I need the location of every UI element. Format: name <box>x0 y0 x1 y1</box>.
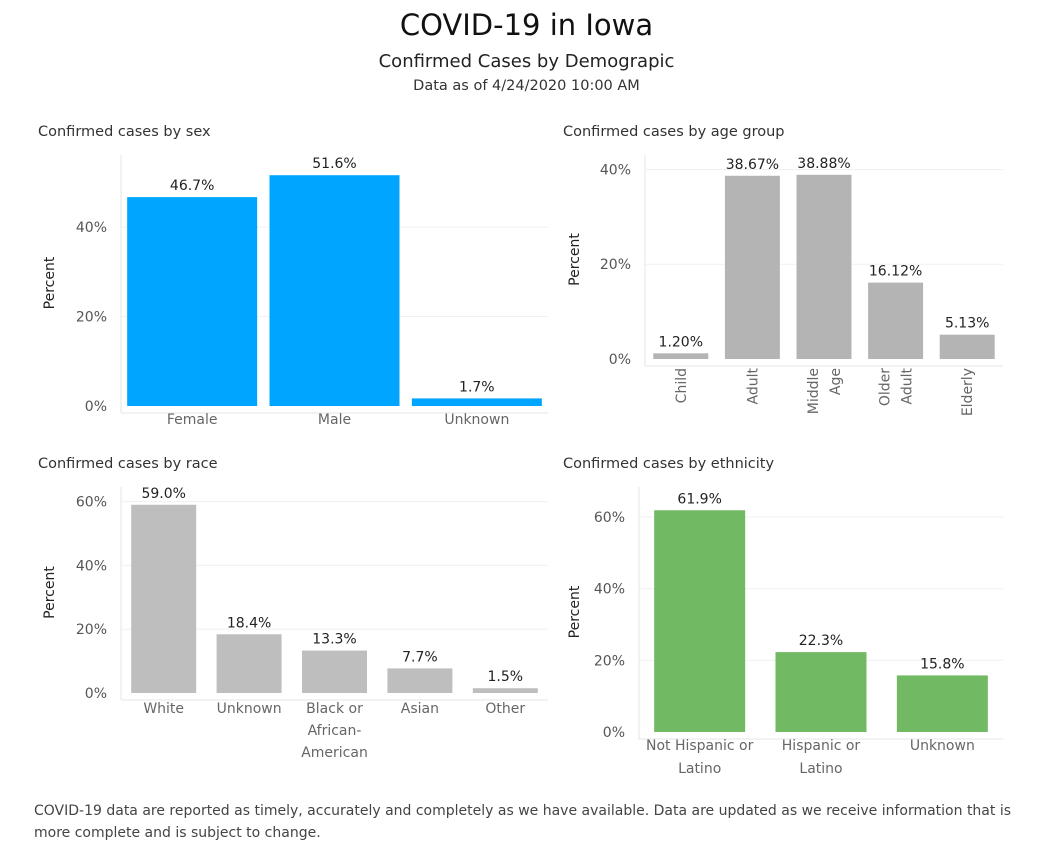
data-label: 7.7% <box>402 649 438 665</box>
chart-title-sex: Confirmed cases by sex <box>38 124 211 140</box>
y-tick-label: 40% <box>594 582 625 598</box>
x-tick-label: Unknown <box>217 701 282 717</box>
bar <box>302 650 367 693</box>
bar <box>472 688 538 693</box>
y-tick-label: 60% <box>594 510 625 526</box>
x-tick-label: Older <box>878 368 894 406</box>
x-tick-label: Adult <box>900 368 916 405</box>
data-label: 5.13% <box>945 316 989 332</box>
bar <box>775 652 867 732</box>
y-tick-label: 60% <box>76 495 107 511</box>
x-tick-label: White <box>143 701 184 717</box>
x-tick-label: American <box>301 745 368 761</box>
bar <box>939 334 995 359</box>
data-label: 22.3% <box>799 633 843 649</box>
bar <box>127 197 258 406</box>
x-tick-label: Latino <box>678 761 721 777</box>
bar <box>724 175 780 359</box>
footnote: COVID-19 data are reported as timely, ac… <box>34 803 1012 841</box>
chart-ethnicity: 0% 20% 40% 60% Percent 61.9% Not Hispanic or La… <box>567 487 1003 777</box>
y-axis-title: Percent <box>567 233 583 286</box>
x-tick-label: Adult <box>745 368 761 405</box>
bar <box>796 174 852 359</box>
y-axis-title: Percent <box>567 585 583 638</box>
bar <box>896 675 988 732</box>
y-axis-title: Percent <box>42 256 58 309</box>
y-axis-title: Percent <box>42 566 58 619</box>
bar <box>653 353 709 359</box>
bar <box>654 510 746 732</box>
x-tick-label: African- <box>308 723 362 739</box>
data-label: 13.3% <box>312 632 356 648</box>
data-label: 15.8% <box>920 656 964 672</box>
data-label: 59.0% <box>141 486 185 502</box>
data-label: 46.7% <box>170 178 214 194</box>
bar <box>131 504 197 693</box>
x-tick-label: Middle <box>806 368 822 414</box>
data-label: 1.7% <box>459 379 495 395</box>
chart-title-age: Confirmed cases by age group <box>563 124 785 140</box>
x-tick-label: Other <box>485 701 525 717</box>
bar <box>269 175 400 406</box>
data-label: 16.12% <box>869 264 922 280</box>
bar <box>411 398 542 406</box>
y-tick-label: 40% <box>76 220 107 236</box>
x-tick-label: Black or <box>306 701 363 717</box>
chart-title-race: Confirmed cases by race <box>38 456 218 472</box>
bar <box>216 634 282 693</box>
x-tick-label: Child <box>674 368 690 403</box>
x-tick-label: Female <box>167 412 218 428</box>
y-tick-label: 20% <box>76 622 107 638</box>
chart-age: 0% 20% 40% Percent 1.20% Child 38.67% Adult 38.8… <box>567 155 1003 416</box>
data-label: 1.5% <box>488 669 524 685</box>
bar <box>868 282 924 359</box>
x-tick-label: Latino <box>799 761 842 777</box>
chart-title-ethnicity: Confirmed cases by ethnicity <box>563 456 775 472</box>
data-as-of: Data as of 4/24/2020 10:00 AM <box>413 78 640 94</box>
bar <box>387 668 453 693</box>
chart-race: 0% 20% 40% 60% Percent 59.0% White 18.4% Unknown… <box>42 486 548 761</box>
y-tick-label: 20% <box>594 653 625 669</box>
data-label: 38.88% <box>797 156 850 172</box>
x-tick-label: Age <box>828 368 844 395</box>
data-label: 61.9% <box>677 491 721 507</box>
data-label: 1.20% <box>659 334 703 350</box>
x-tick-label: Male <box>318 412 351 428</box>
page-title: COVID-19 in Iowa <box>399 8 654 42</box>
data-label: 38.67% <box>726 157 779 173</box>
y-tick-label: 0% <box>603 725 625 741</box>
y-tick-label: 20% <box>76 310 107 326</box>
x-tick-label: Unknown <box>444 412 509 428</box>
page-subtitle: Confirmed Cases by Demograpic <box>378 51 675 72</box>
y-tick-label: 40% <box>600 162 631 178</box>
data-label: 51.6% <box>312 156 356 172</box>
x-tick-label: Elderly <box>960 368 976 416</box>
y-tick-label: 20% <box>600 257 631 273</box>
y-tick-label: 40% <box>76 558 107 574</box>
x-tick-label: Not Hispanic or <box>646 738 754 754</box>
y-tick-label: 0% <box>85 399 107 415</box>
x-tick-label: Unknown <box>910 738 975 754</box>
data-label: 18.4% <box>227 615 271 631</box>
y-tick-label: 0% <box>609 352 631 368</box>
x-tick-label: Hispanic or <box>782 738 861 754</box>
chart-sex: 0% 20% 40% Percent 46.7% Female 51.6% Male 1.7% U… <box>42 155 548 428</box>
y-tick-label: 0% <box>85 686 107 702</box>
x-tick-label: Asian <box>401 701 439 717</box>
